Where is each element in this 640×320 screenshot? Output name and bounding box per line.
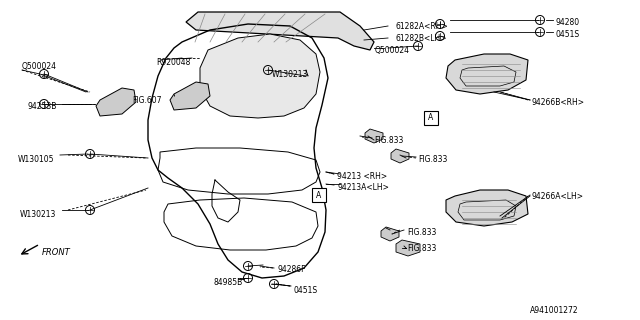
Text: 84985B: 84985B — [214, 278, 243, 287]
Text: Q500024: Q500024 — [22, 62, 57, 71]
Text: A: A — [428, 114, 434, 123]
Text: 94266A<LH>: 94266A<LH> — [532, 192, 584, 201]
Text: 61282A<RH>: 61282A<RH> — [395, 22, 448, 31]
Text: Q500024: Q500024 — [375, 46, 410, 55]
Text: 61282B<LH>: 61282B<LH> — [395, 34, 447, 43]
Polygon shape — [381, 227, 399, 241]
Polygon shape — [96, 88, 136, 116]
Polygon shape — [186, 12, 374, 50]
Text: 94213 <RH>: 94213 <RH> — [337, 172, 387, 181]
Polygon shape — [170, 82, 210, 110]
Text: FIG.833: FIG.833 — [407, 244, 436, 253]
Text: 94253B: 94253B — [28, 102, 58, 111]
FancyBboxPatch shape — [424, 111, 438, 125]
Text: FIG.833: FIG.833 — [407, 228, 436, 237]
Polygon shape — [391, 149, 409, 163]
Polygon shape — [365, 129, 383, 143]
Polygon shape — [446, 190, 528, 226]
Text: 0451S: 0451S — [555, 30, 579, 39]
Text: FIG.833: FIG.833 — [418, 155, 447, 164]
Text: W130105: W130105 — [18, 155, 54, 164]
Text: 0451S: 0451S — [294, 286, 318, 295]
Text: FRONT: FRONT — [42, 248, 71, 257]
Text: FIG.833: FIG.833 — [374, 136, 403, 145]
Text: FIG.607: FIG.607 — [132, 96, 161, 105]
Text: W130213: W130213 — [272, 70, 308, 79]
Polygon shape — [446, 54, 528, 94]
Polygon shape — [200, 34, 320, 118]
Polygon shape — [396, 240, 420, 256]
Text: R920048: R920048 — [156, 58, 190, 67]
Text: 94266B<RH>: 94266B<RH> — [532, 98, 585, 107]
Text: 94286F: 94286F — [278, 265, 307, 274]
Text: A941001272: A941001272 — [530, 306, 579, 315]
Text: A: A — [316, 190, 322, 199]
Text: 94213A<LH>: 94213A<LH> — [337, 183, 389, 192]
Text: 94280: 94280 — [555, 18, 579, 27]
FancyBboxPatch shape — [312, 188, 326, 202]
Text: W130213: W130213 — [20, 210, 56, 219]
